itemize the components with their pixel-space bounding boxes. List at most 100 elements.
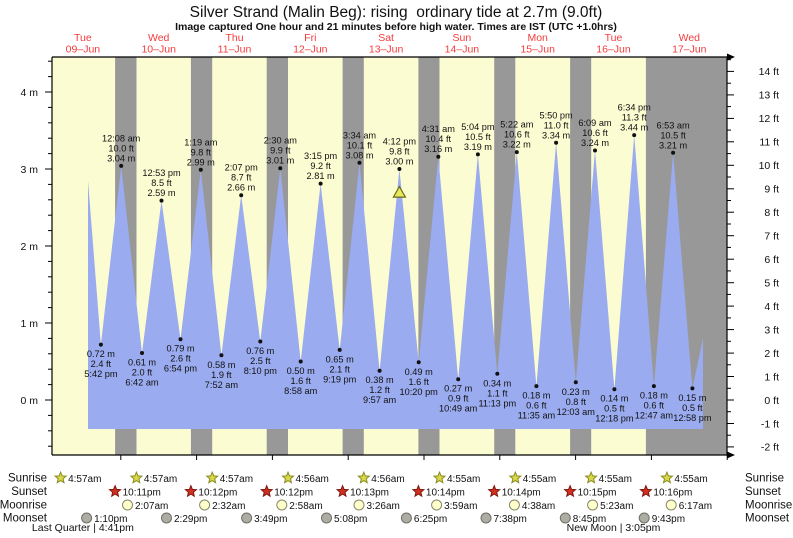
tide-annotation-high: 2.99 m (187, 157, 215, 167)
sunrise-icon (432, 470, 447, 484)
day-label-name: Tue (605, 32, 623, 44)
y-axis-right-tick-label: 11 ft (759, 137, 779, 149)
tide-annotation-low: 0.15 m (678, 393, 706, 403)
sunrise-time: 4:55am (447, 474, 480, 485)
sunset-time: 10:12pm (274, 487, 313, 498)
tide-annotation-low: 0.5 ft (682, 403, 703, 413)
moonrise-time: 2:07am (135, 501, 168, 512)
tide-annotation-high: 4:31 am (422, 124, 456, 134)
tide-annotation-high: 3.34 m (542, 130, 570, 140)
moonrise-time: 2:32am (212, 501, 245, 512)
y-axis-left-tick-label: 4 m (20, 87, 38, 99)
y-axis-right-tick-label: 1 ft (764, 371, 779, 383)
tide-annotation-high: 8.7 ft (231, 173, 252, 183)
sunset-time: 10:15pm (578, 487, 617, 498)
moonset-time: 7:38pm (494, 514, 527, 525)
tide-extreme-dot (159, 198, 164, 203)
tide-annotation-high: 9.8 ft (389, 147, 410, 157)
tide-extreme-dot (239, 193, 244, 198)
moonrise-time: 4:38am (522, 501, 555, 512)
tide-annotation-low: 0.50 m (287, 366, 315, 376)
y-axis-right-tick-label: 3 ft (764, 324, 779, 336)
tide-annotation-low: 0.72 m (87, 349, 115, 359)
sunrise-icon (660, 470, 674, 484)
sunrise-icon (205, 470, 219, 484)
day-label-name: Wed (679, 32, 701, 44)
tide-annotation-high: 3.21 m (659, 140, 687, 150)
tide-extreme-dot (651, 384, 656, 389)
moonrise-time: 6:17am (679, 501, 712, 512)
tide-extreme-dot (318, 181, 323, 186)
tide-annotation-low: 8:10 pm (244, 366, 278, 376)
tide-extreme-dot (612, 387, 617, 392)
chart-subtitle: Image captured One hour and 21 minutes b… (175, 21, 617, 33)
y-axis-left-tick-label: 1 m (20, 318, 38, 330)
tide-annotation-high: 12:53 pm (142, 168, 181, 178)
moonrise-icon (122, 499, 133, 511)
tide-annotation-low: 12:47 am (635, 411, 674, 421)
tide-extreme-dot (377, 368, 382, 373)
moonrise-icon (199, 499, 211, 511)
tide-annotation-low: 0.18 m (640, 391, 668, 401)
tide-annotation-low: 0.6 ft (644, 401, 665, 411)
moonset-icon (638, 512, 650, 524)
tide-annotation-high: 11.3 ft (622, 113, 647, 123)
sunset-time: 10:16pm (653, 487, 692, 498)
tide-annotation-high: 10.0 ft (108, 143, 134, 153)
tide-extreme-dot (219, 353, 224, 358)
moonset-icon (400, 512, 412, 524)
tide-annotation-high: 2.59 m (147, 188, 175, 198)
tide-annotation-low: 11:13 pm (478, 398, 516, 408)
tide-annotation-high: 9.9 ft (270, 146, 291, 156)
sunrise-time: 4:55am (674, 474, 707, 485)
current-time-marker (392, 185, 407, 198)
day-label-name: Tue (74, 32, 92, 44)
moon-phase-label: Last Quarter | 4:41pm (32, 522, 134, 534)
tide-annotation-high: 3.24 m (581, 138, 609, 148)
tide-extreme-dot (119, 163, 124, 168)
moonrise-time: 3:59am (444, 501, 477, 512)
moonrise-time: 3:26am (367, 501, 400, 512)
tide-annotation-low: 6:54 pm (164, 364, 198, 374)
tide-annotation-high: 10.5 ft (465, 132, 491, 142)
sunset-icon (335, 484, 350, 498)
tide-annotation-high: 9.8 ft (191, 147, 212, 157)
sunrise-time: 4:57am (220, 474, 253, 485)
tide-annotation-high: 10.4 ft (426, 134, 452, 144)
tide-annotation-high: 8.5 ft (151, 178, 172, 188)
tide-annotation-low: 2.5 ft (250, 356, 271, 366)
sunrise-icon (357, 470, 371, 484)
tide-annotation-low: 2.0 ft (132, 368, 153, 378)
day-label-date: 14–Jun (445, 44, 480, 56)
tide-annotation-low: 1.6 ft (290, 376, 311, 386)
day-label-name: Thu (225, 32, 243, 44)
day-labels: Tue09–JunWed10–JunThu11–JunFri12–JunSat1… (66, 32, 707, 56)
sunset-time: 10:14pm (426, 487, 465, 498)
y-axis-left-tick-label: 2 m (20, 241, 38, 253)
tide-annotation-high: 12:08 am (102, 133, 141, 143)
moonset-icon (559, 512, 571, 524)
tide-annotation-high: 3.44 m (620, 123, 648, 133)
tide-annotation-high: 10.6 ft (504, 130, 530, 140)
tide-annotation-high: 1:19 am (184, 137, 218, 147)
tide-annotation-low: 10:20 pm (400, 387, 439, 397)
tide-annotation-low: 6:42 am (125, 378, 159, 388)
tide-annotation-low: 0.27 m (444, 384, 472, 394)
sunset-time: 10:13pm (350, 487, 389, 498)
tide-annotation-high: 3:15 pm (304, 151, 338, 161)
tide-annotation-low: 8:58 am (284, 386, 318, 396)
tide-extreme-dot (198, 167, 203, 172)
y-axis-right-tick-label: 9 ft (764, 184, 779, 196)
tide-annotation-high: 3.04 m (107, 153, 135, 163)
y-axis-right-tick-label: 5 ft (764, 278, 779, 290)
sunrise-icon (584, 470, 598, 484)
moonrise-icon (587, 499, 599, 511)
tide-extreme-dot (397, 167, 402, 171)
tide-annotation-low: 5:42 pm (84, 369, 118, 379)
moonrise-icon (508, 499, 520, 511)
moonset-row-label-right: Moonset (745, 513, 790, 525)
sunset-row-label-right: Sunset (745, 486, 782, 498)
moonset-icon (81, 512, 93, 524)
